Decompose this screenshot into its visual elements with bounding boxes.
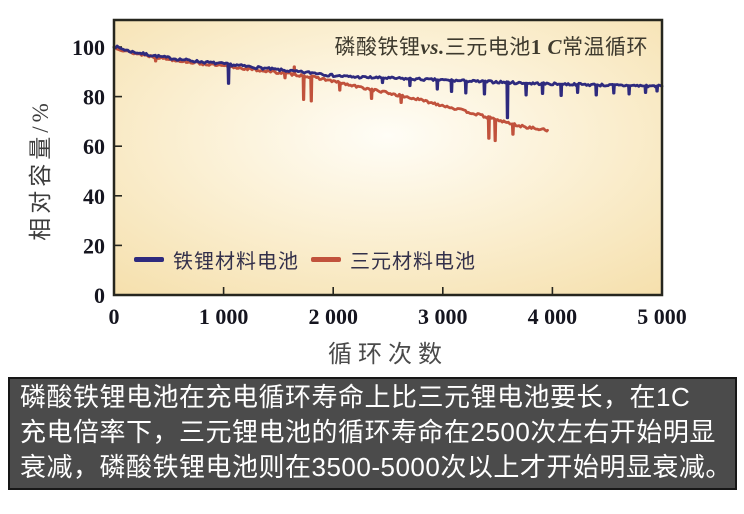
y-axis-label: 相对容量/% xyxy=(28,99,53,241)
series-line-1 xyxy=(112,45,549,143)
y-tick-label: 100 xyxy=(72,35,105,60)
x-tick-label: 4 000 xyxy=(528,304,578,329)
chart-title-part: 三元电池 xyxy=(444,35,531,59)
cycle-life-chart: 0 1 000 2 000 3 000 4 000 5 000 0 20 40 60 80 100 xyxy=(72,18,687,329)
y-tick-label: 20 xyxy=(83,233,105,258)
caption-line-1: 磷酸铁锂电池在充电循环寿命上比三元锂电池要长，在1C xyxy=(20,382,691,412)
y-tick-label: 40 xyxy=(83,184,105,209)
caption-panel: 磷酸铁锂电池在充电循环寿命上比三元锂电池要长，在1C 充电倍率下，三元锂电池的循… xyxy=(8,377,737,490)
legend-label-ternary: 三元材料电池 xyxy=(350,251,476,273)
x-axis-label: 循环次数 xyxy=(328,342,448,368)
caption-line-3: 衰减，磷酸铁锂电池则在3500-5000次以上才开始明显衰减。 xyxy=(20,452,732,482)
chart-title-part: 常温循环 xyxy=(562,35,648,59)
y-tick-label: 60 xyxy=(83,134,105,159)
legend-label-lfp: 铁锂材料电池 xyxy=(173,251,299,273)
series-line-0 xyxy=(112,44,664,120)
chart-title-rate-c: C xyxy=(547,35,562,59)
chart-figure: 0 1 000 2 000 3 000 4 000 5 000 0 20 40 60 80 100 磷… xyxy=(28,18,687,368)
ternary-line-swatch xyxy=(311,257,341,262)
x-tick-label: 5 000 xyxy=(637,304,687,329)
caption-line-2: 充电倍率下，三元锂电池的循环寿命在2500次左右开始明显 xyxy=(20,417,716,447)
x-tick-label: 0 xyxy=(109,304,120,329)
axis-tick-labels: 0 1 000 2 000 3 000 4 000 5 000 0 20 40 60 80 100 xyxy=(72,35,687,329)
x-tick-label: 3 000 xyxy=(418,304,468,329)
chart-title-part: 磷酸铁锂 xyxy=(334,35,421,59)
y-tick-label: 0 xyxy=(94,283,105,308)
chart-title-rate-number: 1 xyxy=(530,35,548,59)
x-tick-label: 2 000 xyxy=(308,304,358,329)
legend-item-lfp: 铁锂材料电池 xyxy=(134,245,299,274)
axis-ticks xyxy=(113,46,663,296)
series-lines xyxy=(112,44,664,143)
lfp-line-swatch xyxy=(134,257,164,262)
chart-title: 磷酸铁锂vs.三元电池1 C常温循环 xyxy=(334,31,648,61)
legend-item-ternary: 三元材料电池 xyxy=(311,245,476,274)
plot-border xyxy=(112,18,664,297)
y-tick-label: 80 xyxy=(83,85,105,110)
x-tick-label: 1 000 xyxy=(199,304,249,329)
chart-legend: 铁锂材料电池 三元材料电池 xyxy=(134,245,476,274)
chart-title-vs: vs. xyxy=(420,35,445,59)
